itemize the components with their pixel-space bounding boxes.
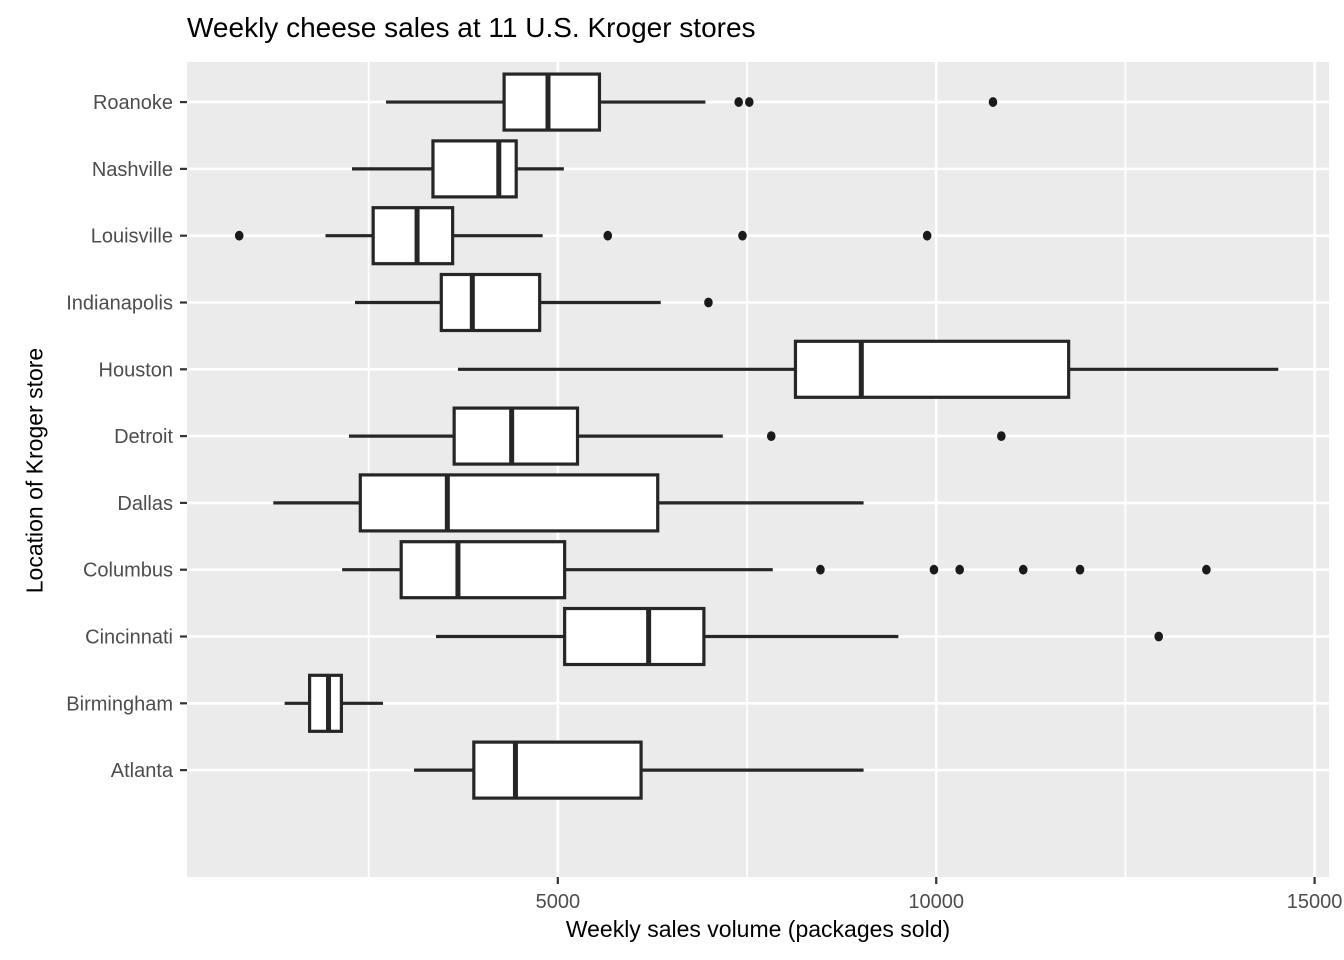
outlier-point-louisville: [603, 230, 613, 241]
outlier-point-columbus: [816, 564, 825, 575]
outlier-point-indianapolis: [704, 297, 713, 308]
y-tick-label-roanoke: Roanoke: [93, 92, 173, 114]
box-atlanta: [472, 740, 643, 800]
x-tick-label-15000: 15000: [1287, 891, 1343, 913]
panel-background: [187, 62, 1329, 877]
x-axis-title: Weekly sales volume (packages sold): [565, 916, 951, 942]
box-detroit: [452, 406, 580, 466]
outlier-point-detroit: [997, 431, 1006, 441]
outlier-point-columbus: [1018, 564, 1028, 575]
y-tick-label-indianapolis: Indianapolis: [66, 292, 173, 314]
outlier-point-roanoke: [744, 97, 754, 107]
outlier-point-columbus: [929, 564, 939, 575]
outlier-point-columbus: [1075, 564, 1085, 575]
chart-title: Weekly cheese sales at 11 U.S. Kroger st…: [187, 12, 756, 43]
box-dallas: [358, 473, 660, 533]
outlier-point-columbus: [955, 564, 964, 575]
outlier-point-columbus: [1202, 564, 1211, 575]
outlier-point-detroit: [766, 431, 776, 441]
box-birmingham: [308, 673, 343, 733]
outlier-point-roanoke: [988, 97, 998, 107]
box-cincinnati: [563, 606, 706, 667]
outlier-point-louisville: [234, 230, 244, 241]
y-tick-label-cincinnati: Cincinnati: [85, 627, 173, 649]
box-indianapolis: [439, 272, 542, 333]
outlier-point-louisville: [922, 230, 932, 241]
y-tick-label-detroit: Detroit: [114, 426, 173, 448]
x-tick-label-10000: 10000: [908, 891, 964, 913]
box-nashville: [431, 139, 518, 199]
box-columbus: [399, 540, 567, 600]
y-tick-label-houston: Houston: [99, 359, 174, 381]
outlier-point-louisville: [738, 230, 747, 241]
box-roanoke: [502, 72, 602, 132]
y-tick-label-birmingham: Birmingham: [66, 693, 173, 715]
y-tick-label-atlanta: Atlanta: [111, 760, 174, 782]
y-tick-label-nashville: Nashville: [92, 159, 173, 181]
x-tick-label-5000: 5000: [536, 891, 581, 913]
y-tick-label-columbus: Columbus: [83, 560, 173, 582]
y-tick-label-dallas: Dallas: [117, 493, 173, 515]
outlier-point-cincinnati: [1154, 631, 1164, 642]
box-houston: [793, 339, 1071, 399]
y-tick-label-louisville: Louisville: [91, 226, 173, 248]
box-louisville: [371, 206, 455, 266]
outlier-point-roanoke: [734, 97, 744, 107]
